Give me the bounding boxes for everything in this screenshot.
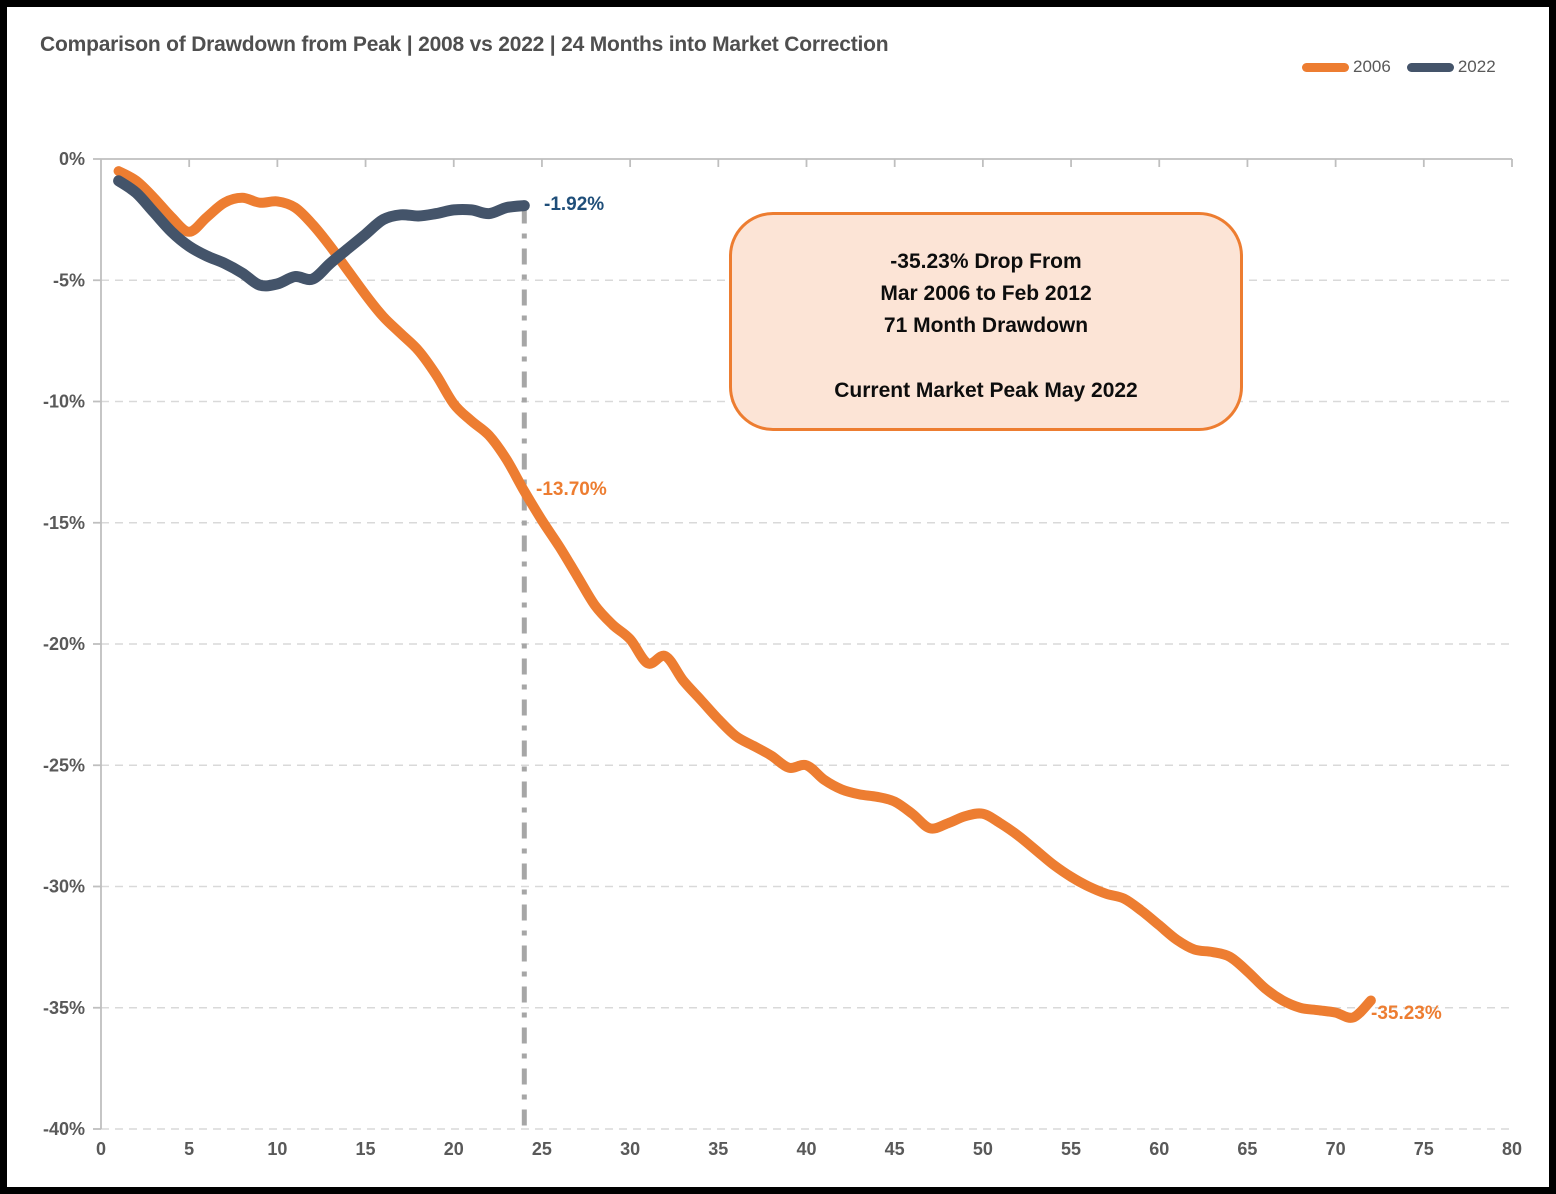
series-line-2022	[113, 175, 530, 292]
chart-title: Comparison of Drawdown from Peak | 2008 …	[40, 33, 889, 56]
annotation-line-4: Current Market Peak May 2022	[834, 379, 1138, 402]
y-tick-label: -15%	[43, 513, 85, 533]
x-tick-label: 80	[1502, 1139, 1522, 1159]
x-tick-label: 55	[1061, 1139, 1081, 1159]
annotation-spacer	[732, 342, 1240, 375]
plot-area: 0% -5% -10% -15% -20% -25% -30% -35% -40% 0 5 10 15 2…	[43, 149, 1522, 1159]
legend-item-2006[interactable]: 2006	[1302, 57, 1391, 77]
series-line-2006	[113, 166, 1376, 1023]
data-label-2006-month24: -13.70%	[536, 479, 607, 500]
x-tick-label: 0	[96, 1139, 106, 1159]
x-tick-label: 40	[796, 1139, 816, 1159]
x-tick-label: 5	[184, 1139, 194, 1159]
x-tick-label: 75	[1414, 1139, 1434, 1159]
legend-item-2022[interactable]: 2022	[1406, 57, 1496, 77]
y-tick-label: -25%	[43, 755, 85, 775]
x-tick-label: 70	[1326, 1139, 1346, 1159]
y-tick-label: -10%	[43, 392, 85, 412]
annotation-line-1: -35.23% Drop From	[890, 250, 1082, 273]
y-tick-label: -30%	[43, 877, 85, 897]
y-tick-label: 0%	[59, 149, 85, 169]
legend-swatch-2022	[1406, 62, 1454, 72]
annotation-box: -35.23% Drop From Mar 2006 to Feb 2012 7…	[729, 212, 1243, 431]
legend-label-2022: 2022	[1457, 57, 1496, 76]
data-label-2006-end: -35.23%	[1371, 1003, 1442, 1024]
data-label-2022-end: -1.92%	[544, 194, 605, 215]
annotation-line-2: Mar 2006 to Feb 2012	[880, 282, 1092, 305]
x-tick-label: 50	[973, 1139, 993, 1159]
legend-label-2006: 2006	[1353, 57, 1391, 76]
legend-swatch-2006	[1302, 62, 1349, 72]
x-tick-label: 15	[356, 1139, 376, 1159]
y-tick-label: -40%	[43, 1119, 85, 1139]
x-tick-label: 65	[1237, 1139, 1257, 1159]
x-tick-label: 30	[620, 1139, 640, 1159]
y-tick-label: -5%	[53, 270, 85, 290]
x-tick-label: 20	[444, 1139, 464, 1159]
x-tick-label: 45	[885, 1139, 905, 1159]
x-tick-label: 35	[708, 1139, 728, 1159]
y-tick-label: -20%	[43, 634, 85, 654]
y-tick-label: -35%	[43, 998, 85, 1018]
x-tick-label: 10	[267, 1139, 287, 1159]
annotation-line-3: 71 Month Drawdown	[883, 314, 1089, 337]
x-tick-label: 25	[532, 1139, 552, 1159]
legend: 2006 2022	[1302, 57, 1496, 77]
x-tick-label: 60	[1149, 1139, 1169, 1159]
